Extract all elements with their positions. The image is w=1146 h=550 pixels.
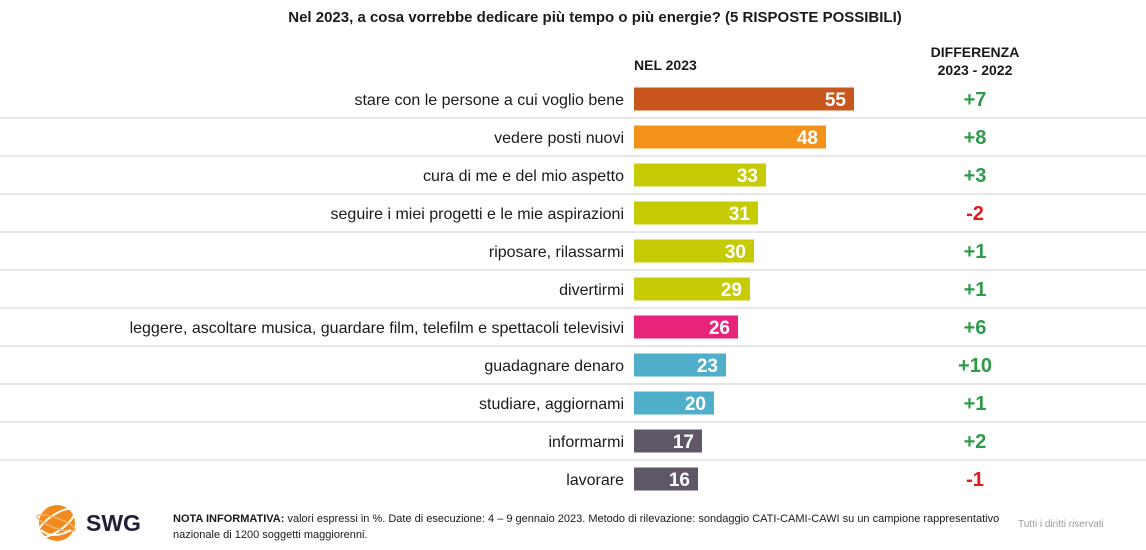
column-header-value: NEL 2023: [634, 57, 697, 73]
bar: [634, 125, 826, 149]
bar-value-label: 48: [797, 128, 818, 149]
category-label: lavorare: [566, 472, 624, 489]
bar: [634, 163, 766, 187]
difference-value: -2: [966, 203, 984, 225]
bar: [634, 467, 698, 491]
bar-value-label: 26: [709, 318, 730, 339]
bar: [634, 277, 750, 301]
difference-value: +1: [964, 279, 987, 301]
category-label: guadagnare denaro: [484, 358, 624, 375]
bar: [634, 391, 714, 415]
category-label: vedere posti nuovi: [494, 130, 624, 147]
difference-value: +3: [964, 165, 987, 187]
footer-note-label: NOTA INFORMATIVA:: [173, 513, 285, 525]
bar-value-label: 17: [673, 432, 694, 453]
bar: [634, 315, 738, 339]
bar-value-label: 16: [669, 470, 690, 491]
difference-value: +1: [964, 241, 987, 263]
difference-value: +8: [964, 127, 987, 149]
column-header-difference-line2: 2023 - 2022: [937, 62, 1013, 78]
difference-value: +1: [964, 393, 987, 415]
difference-value: +2: [964, 431, 987, 453]
brand-name: SWG: [86, 510, 141, 536]
bar-value-label: 29: [721, 280, 742, 301]
column-header-difference: DIFFERENZA 2023 - 2022: [915, 43, 1035, 79]
bar-value-label: 20: [685, 394, 706, 415]
category-label: informarmi: [548, 434, 624, 451]
category-label: seguire i miei progetti e le mie aspiraz…: [331, 206, 624, 223]
column-header-difference-line1: DIFFERENZA: [930, 44, 1020, 60]
bar-value-label: 23: [697, 356, 718, 377]
bar-value-label: 31: [729, 204, 751, 225]
category-label: stare con le persone a cui voglio bene: [354, 92, 624, 109]
bar: [634, 429, 702, 453]
category-label: riposare, rilassarmi: [489, 244, 624, 261]
difference-value: +7: [964, 89, 987, 111]
category-label: cura di me e del mio aspetto: [423, 168, 624, 185]
difference-value: +10: [958, 355, 992, 377]
category-label: studiare, aggiornami: [479, 396, 624, 413]
bar-value-label: 55: [825, 90, 847, 111]
swg-logo-icon: [36, 505, 76, 541]
bar-value-label: 30: [725, 242, 746, 263]
rights-notice: Tutti i diritti riservati: [1018, 519, 1104, 530]
category-label: leggere, ascoltare musica, guardare film…: [130, 320, 624, 337]
bar: [634, 201, 758, 225]
difference-value: +6: [964, 317, 987, 339]
bar: [634, 87, 854, 111]
difference-value: -1: [966, 469, 984, 491]
bar: [634, 239, 754, 263]
footer-note-text: valori espressi in %. Date di esecuzione…: [173, 513, 1000, 541]
bar-chart: stare con le persone a cui voglio bene 55…: [0, 87, 1146, 491]
footer-note: NOTA INFORMATIVA: valori espressi in %. …: [173, 511, 1003, 543]
category-label: divertirmi: [559, 282, 624, 299]
chart-title: Nel 2023, a cosa vorrebbe dedicare più t…: [288, 9, 902, 26]
bar: [634, 353, 726, 377]
bar-value-label: 33: [737, 166, 758, 187]
